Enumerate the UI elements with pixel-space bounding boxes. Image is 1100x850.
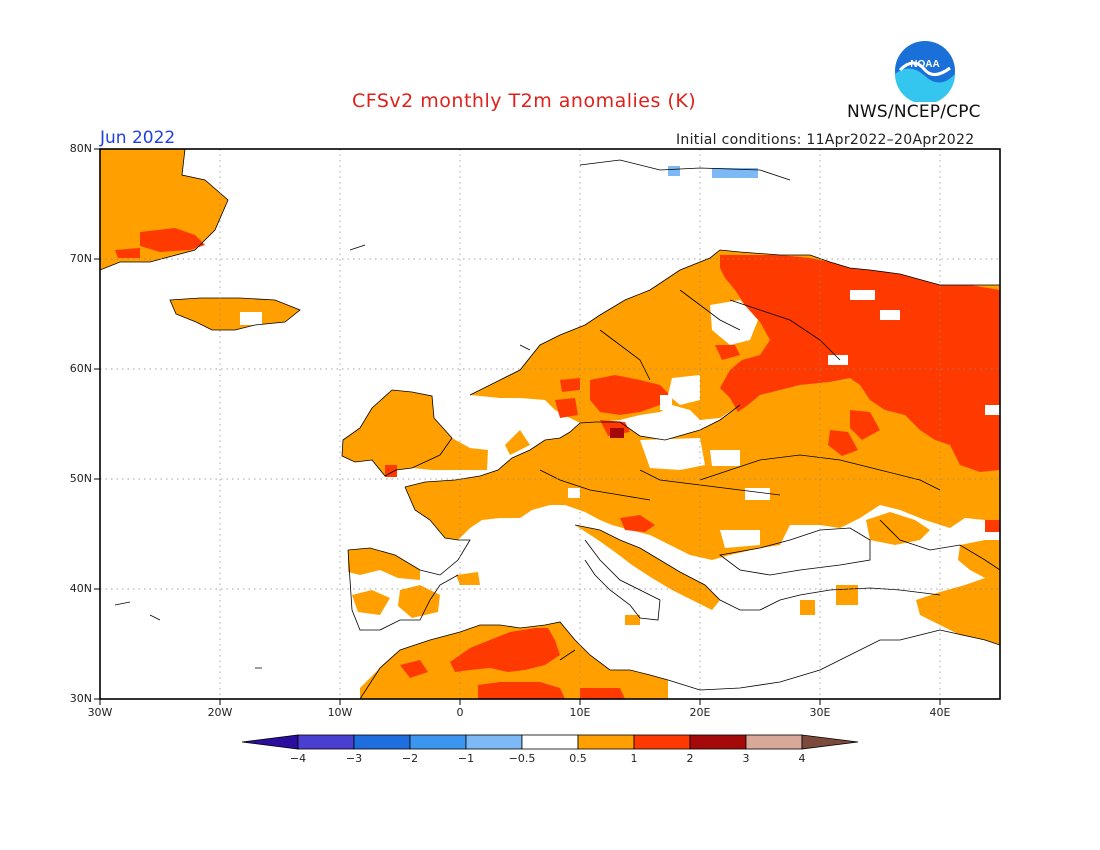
- coastlines: [100, 149, 1000, 699]
- colorbar-label: −4: [289, 752, 307, 765]
- colorbar-swatch: [521, 734, 579, 750]
- colorbar-swatch: [409, 734, 467, 750]
- anomaly-very-hot-regions: [610, 428, 624, 438]
- colorbar-swatch: [297, 734, 355, 750]
- logo-text: NOAA: [910, 59, 939, 70]
- colorbar-swatch: [745, 734, 803, 750]
- anomaly-cool-regions: [668, 166, 758, 178]
- colorbar-label: 2: [686, 752, 694, 765]
- lon-label-20e: 20E: [689, 706, 711, 719]
- colorbar-label: 0.5: [569, 752, 587, 765]
- colorbar-label: −2: [401, 752, 419, 765]
- colorbar-label: 3: [742, 752, 750, 765]
- lon-label-0: 0: [456, 706, 464, 719]
- lat-label-60n: 60N: [69, 362, 92, 375]
- colorbar-arrow-low: [241, 734, 299, 750]
- map-frame: [99, 148, 1001, 700]
- colorbar-arrow-high: [801, 734, 859, 750]
- anomaly-hot-regions: [115, 228, 1000, 699]
- agency-label: NWS/NCEP/CPC: [847, 102, 981, 122]
- lon-label-30e: 30E: [809, 706, 831, 719]
- initial-conditions: Initial conditions: 11Apr2022–20Apr2022: [676, 132, 975, 148]
- noaa-logo-icon: NOAA: [895, 41, 955, 102]
- colorbar: [241, 734, 859, 750]
- lat-label-40n: 40N: [69, 582, 92, 595]
- lon-label-10w: 10W: [327, 706, 353, 719]
- colorbar-swatch: [689, 734, 747, 750]
- lat-label-50n: 50N: [69, 472, 92, 485]
- colorbar-label: −1: [457, 752, 475, 765]
- colorbar-label: 4: [798, 752, 806, 765]
- axis-ticks: [94, 148, 941, 705]
- lon-label-10e: 10E: [569, 706, 591, 719]
- lat-label-70n: 70N: [69, 252, 92, 265]
- neutral-holes: [240, 290, 1000, 548]
- colorbar-label: −3: [345, 752, 363, 765]
- colorbar-label: −0.5: [508, 752, 536, 765]
- gridlines: [100, 149, 1000, 699]
- colorbar-label: 1: [630, 752, 638, 765]
- lon-label-20w: 20W: [207, 706, 233, 719]
- lon-label-40e: 40E: [929, 706, 951, 719]
- colorbar-swatch: [577, 734, 635, 750]
- lat-label-30n: 30N: [69, 692, 92, 705]
- colorbar-swatch: [353, 734, 411, 750]
- colorbar-swatch: [633, 734, 691, 750]
- lat-label-80n: 80N: [69, 142, 92, 155]
- forecast-month: Jun 2022: [100, 128, 176, 148]
- colorbar-swatch: [465, 734, 523, 750]
- map-title: CFSv2 monthly T2m anomalies (K): [352, 90, 697, 112]
- lon-label-30w: 30W: [87, 706, 113, 719]
